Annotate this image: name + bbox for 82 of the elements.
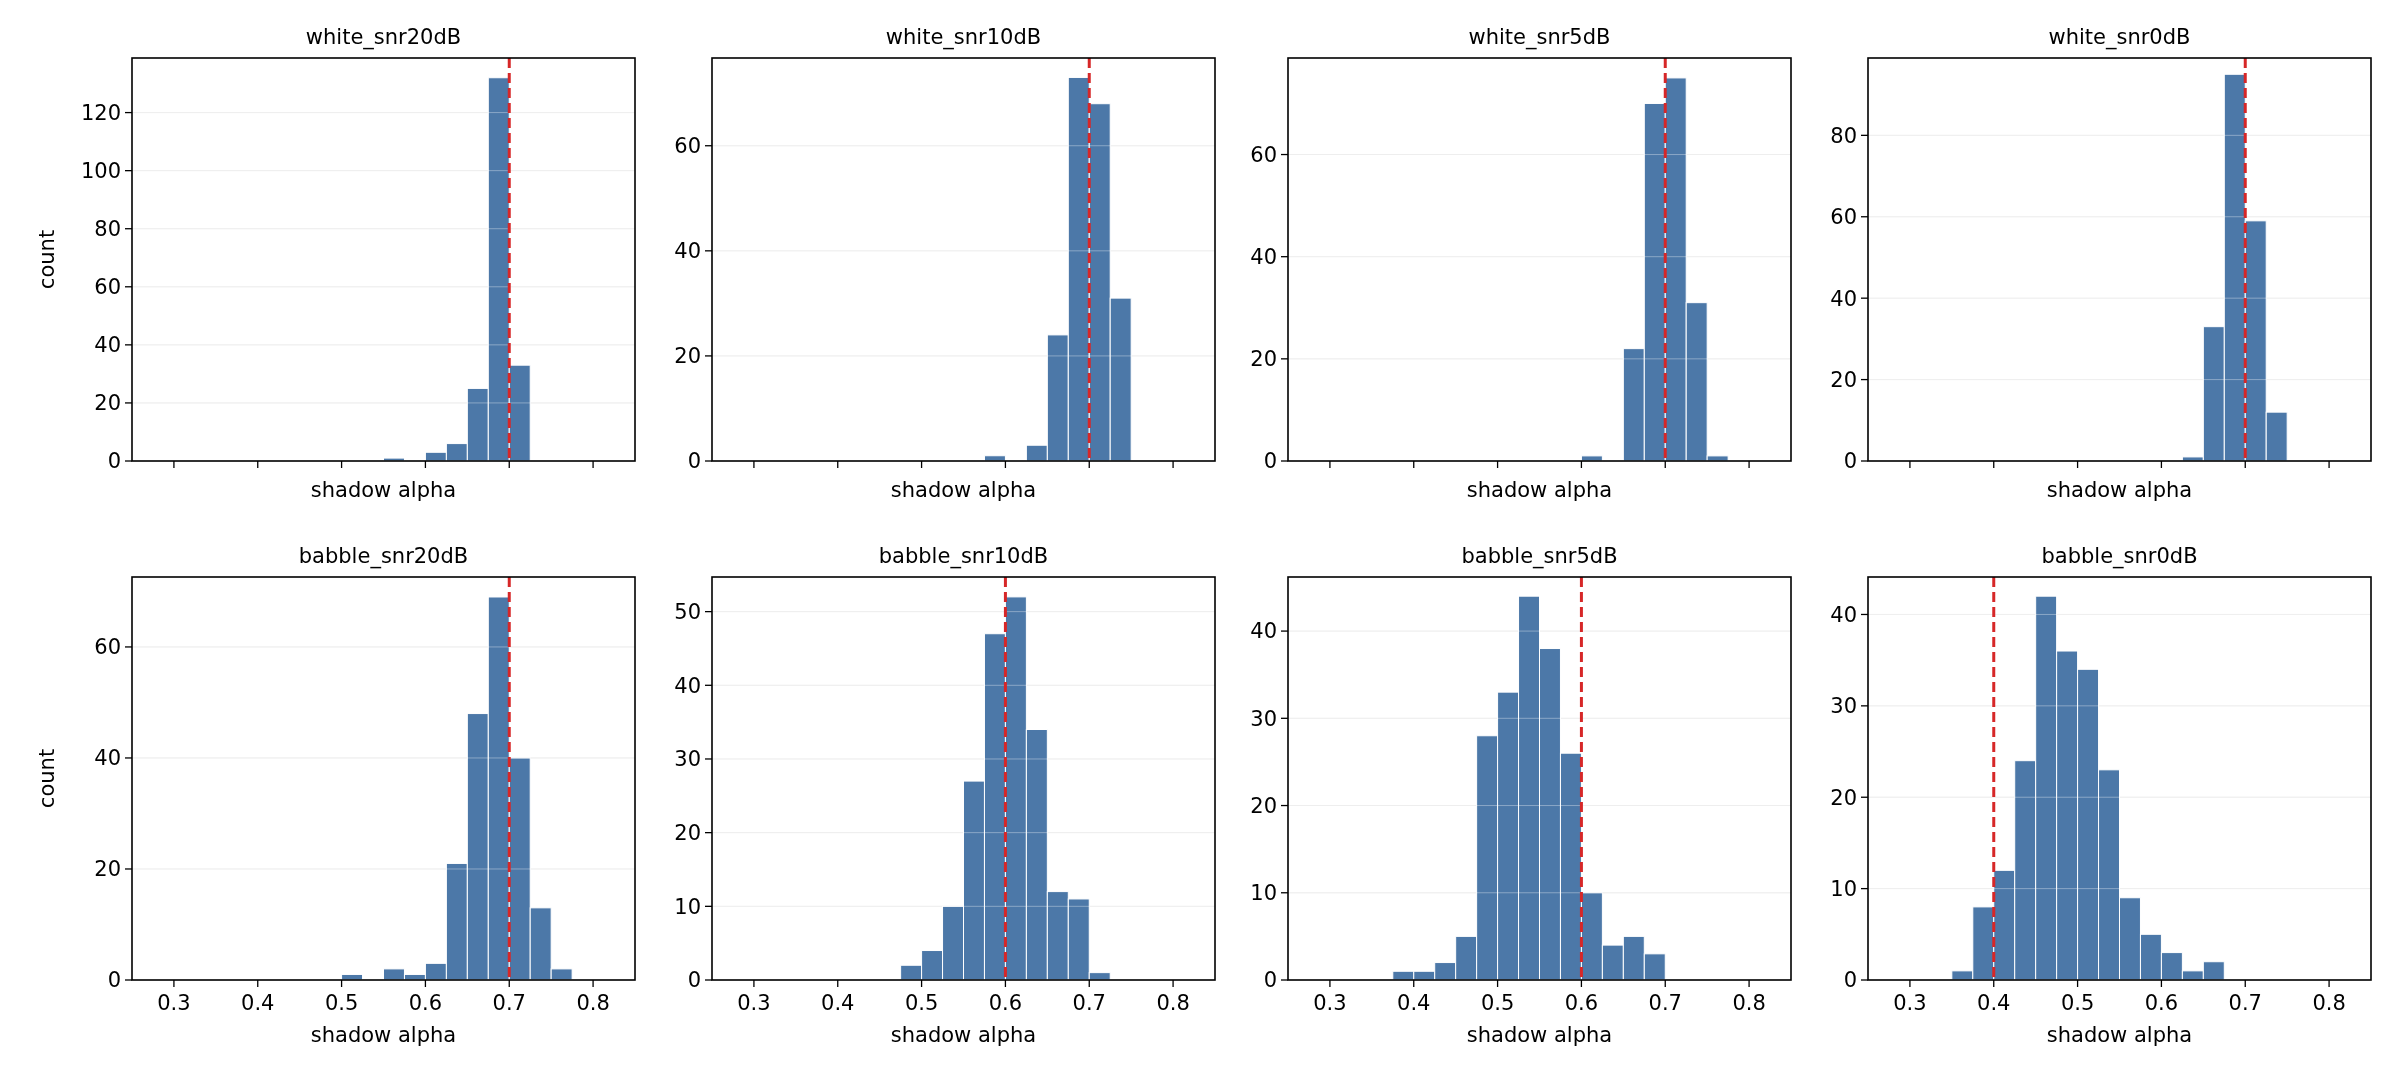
y-tick-label: 30 (674, 747, 701, 772)
x-tick-label: 0.8 (576, 991, 610, 1015)
x-tick-label: 0.5 (904, 991, 939, 1015)
y-tick-label: 0 (107, 968, 121, 993)
x-tick-label: 0.8 (1732, 991, 1766, 1015)
x-tick-label: 0.5 (1480, 991, 1515, 1015)
y-tick-label: 40 (674, 239, 701, 264)
y-tick-label: 40 (94, 333, 121, 358)
x-tick-label: 0.7 (1072, 991, 1106, 1015)
x-tick-label: 0.7 (492, 991, 526, 1015)
x-axis-title: shadow alpha (1466, 478, 1613, 502)
y-tick-label: 40 (1830, 286, 1857, 311)
y-tick-label: 0 (1263, 449, 1277, 474)
x-tick-label: 0.4 (1397, 991, 1431, 1015)
chart-title: white_snr10dB (885, 25, 1042, 50)
y-tick-label: 60 (94, 275, 121, 300)
x-axis-title: shadow alpha (890, 478, 1037, 502)
y-tick-label: 20 (94, 391, 121, 416)
y-tick-label: 30 (1250, 706, 1277, 731)
y-tick-label: 60 (1250, 142, 1277, 167)
x-tick-label: 0.4 (241, 991, 275, 1015)
y-tick-label: 40 (1830, 602, 1857, 627)
y-tick-label: 0 (107, 449, 121, 474)
y-tick-label: 40 (1250, 619, 1277, 644)
y-tick-label: 0 (687, 449, 701, 474)
y-tick-label: 0 (1843, 449, 1857, 474)
y-tick-label: 0 (1843, 968, 1857, 993)
x-axis-title: shadow alpha (1466, 1023, 1613, 1047)
y-tick-label: 10 (1830, 876, 1857, 901)
x-axis-title: shadow alpha (310, 1023, 457, 1047)
chart-title: babble_snr5dB (1461, 544, 1618, 569)
x-tick-label: 0.3 (1893, 991, 1927, 1015)
x-tick-label: 0.4 (1977, 991, 2011, 1015)
x-axis-title: shadow alpha (2046, 1023, 2193, 1047)
x-axis-title: shadow alpha (310, 478, 457, 502)
x-tick-label: 0.5 (324, 991, 359, 1015)
chart-title: white_snr5dB (1468, 25, 1611, 50)
chart-title: babble_snr20dB (298, 544, 469, 569)
y-tick-label: 50 (674, 599, 701, 624)
y-tick-label: 100 (80, 159, 121, 183)
chart-title: babble_snr10dB (878, 544, 1049, 569)
y-axis-title: count (35, 748, 59, 809)
y-tick-label: 10 (674, 894, 701, 919)
y-tick-label: 20 (674, 344, 701, 369)
x-tick-label: 0.8 (1156, 991, 1190, 1015)
x-tick-label: 0.7 (2228, 991, 2262, 1015)
x-tick-label: 0.3 (737, 991, 771, 1015)
x-tick-label: 0.6 (2144, 991, 2179, 1015)
x-tick-label: 0.8 (2312, 991, 2346, 1015)
y-tick-label: 60 (94, 635, 121, 660)
y-tick-label: 20 (1830, 367, 1857, 392)
x-tick-label: 0.3 (157, 991, 191, 1015)
y-axis-title: count (35, 229, 59, 290)
y-tick-label: 20 (1250, 347, 1277, 372)
y-tick-label: 80 (1830, 123, 1857, 148)
chart-title: white_snr0dB (2048, 25, 2191, 50)
chart-title: white_snr20dB (305, 25, 462, 50)
x-tick-label: 0.6 (1564, 991, 1599, 1015)
y-tick-label: 20 (674, 821, 701, 845)
y-tick-label: 10 (1250, 881, 1277, 906)
y-tick-label: 0 (1263, 968, 1277, 993)
y-tick-label: 0 (687, 968, 701, 993)
x-tick-label: 0.4 (821, 991, 855, 1015)
y-tick-label: 20 (94, 857, 121, 882)
y-tick-label: 40 (1250, 245, 1277, 270)
x-tick-label: 0.5 (2060, 991, 2095, 1015)
x-tick-label: 0.6 (988, 991, 1023, 1015)
x-tick-label: 0.6 (408, 991, 443, 1015)
x-axis-title: shadow alpha (2046, 478, 2193, 502)
x-axis-title: shadow alpha (890, 1023, 1037, 1047)
x-tick-label: 0.3 (1313, 991, 1347, 1015)
y-tick-label: 30 (1830, 694, 1857, 719)
y-tick-label: 20 (1830, 785, 1857, 810)
y-tick-label: 40 (674, 673, 701, 698)
y-tick-label: 60 (674, 134, 701, 159)
y-tick-label: 40 (94, 746, 121, 771)
chart-title: babble_snr0dB (2041, 544, 2198, 569)
y-tick-label: 60 (1830, 205, 1857, 230)
y-tick-label: 120 (80, 100, 121, 125)
y-tick-label: 80 (94, 217, 121, 242)
x-tick-label: 0.7 (1648, 991, 1682, 1015)
y-tick-label: 20 (1250, 793, 1277, 818)
